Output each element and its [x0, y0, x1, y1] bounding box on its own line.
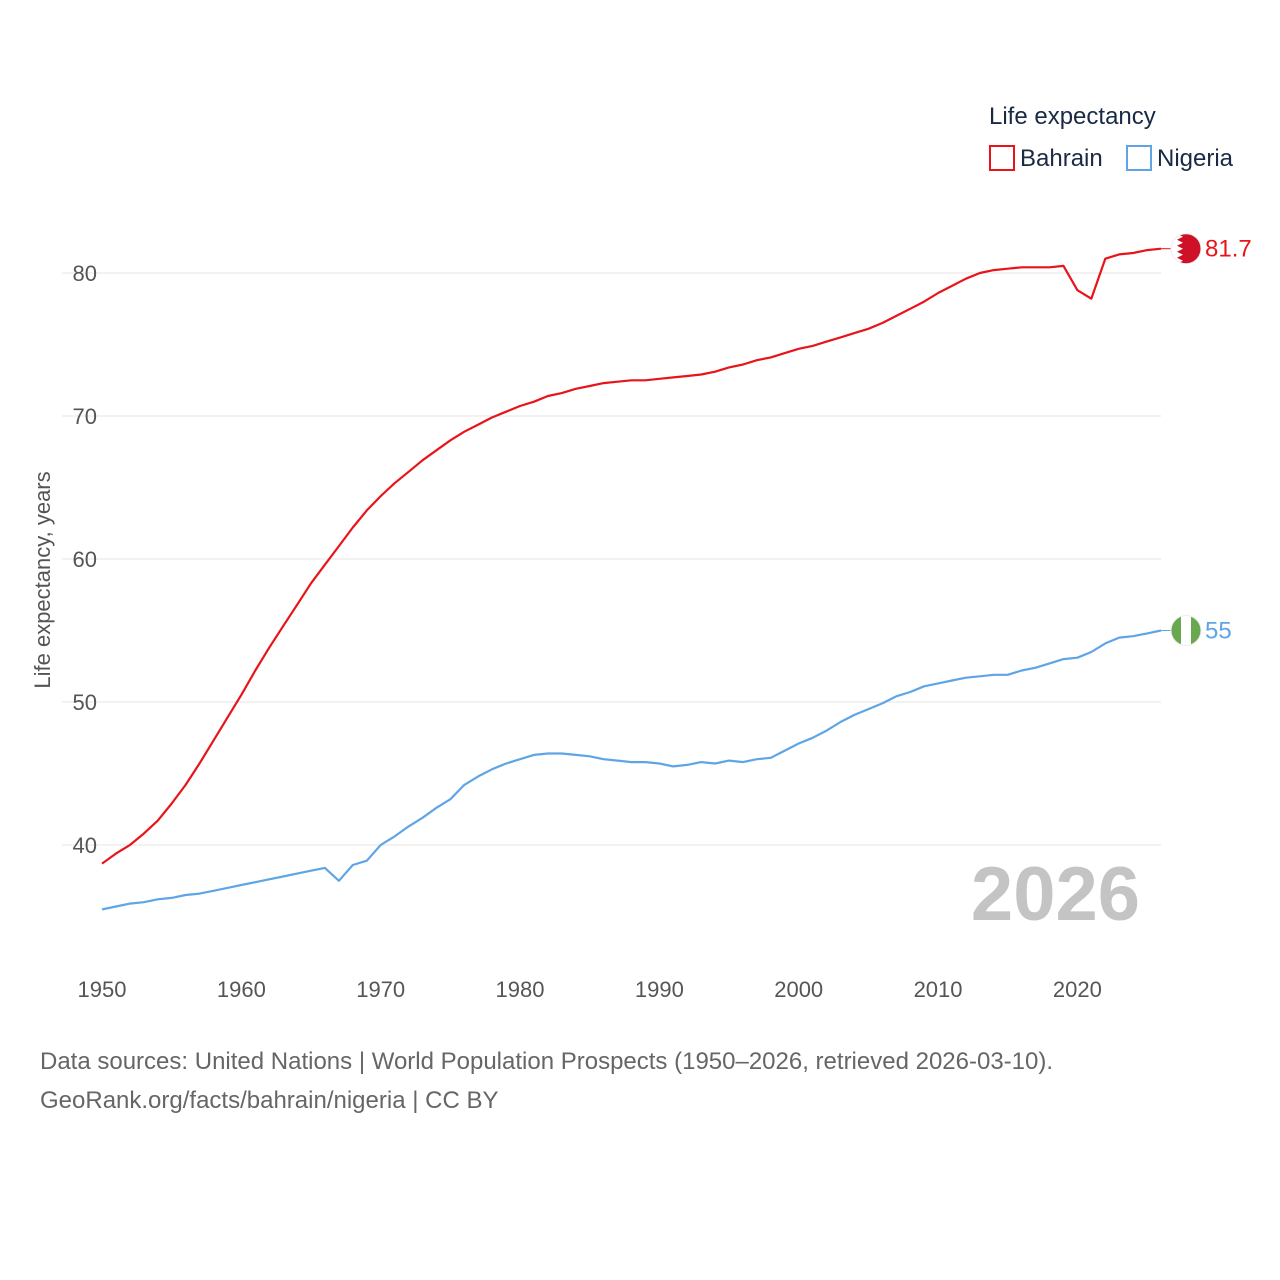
bahrain-flag [1170, 233, 1202, 265]
legend: Life expectancy Bahrain Nigeria [989, 103, 1234, 172]
x-tick-label-2000: 2000 [774, 977, 823, 1002]
series-line-nigeria [101, 629, 1162, 911]
x-tick-label-1990: 1990 [635, 977, 684, 1002]
source-line-link[interactable]: GeoRank.org/facts/bahrain/nigeria | CC B… [40, 1087, 499, 1114]
y-axis-title: Life expectancy, years [30, 471, 55, 688]
end-markers: 81.7 55 [1161, 233, 1252, 646]
y-tick-label-40: 40 [73, 833, 97, 858]
legend-item-bahrain[interactable]: Bahrain [989, 145, 1103, 172]
legend-swatch-nigeria [1126, 145, 1152, 171]
end-label-bahrain: 81.7 [1205, 236, 1252, 263]
y-tick-label-70: 70 [73, 404, 97, 429]
x-tick-label-2010: 2010 [914, 977, 963, 1002]
y-tick-label-80: 80 [73, 261, 97, 286]
end-label-nigeria: 55 [1205, 618, 1232, 645]
x-tick-label-1970: 1970 [356, 977, 405, 1002]
series-lines [101, 247, 1162, 911]
y-tick-label-60: 60 [73, 547, 97, 572]
legend-label-nigeria: Nigeria [1157, 145, 1234, 172]
y-axis-ticks: 40 50 60 70 80 [73, 261, 97, 858]
nigeria-flag [1170, 615, 1202, 646]
legend-title: Life expectancy [989, 103, 1156, 130]
x-tick-label-1950: 1950 [78, 977, 127, 1002]
x-tick-label-1980: 1980 [496, 977, 545, 1002]
legend-swatch-bahrain [989, 145, 1015, 171]
source-line-data: Data sources: United Nations | World Pop… [40, 1048, 1054, 1075]
year-watermark: 2026 [971, 852, 1140, 937]
y-tick-label-50: 50 [73, 690, 97, 715]
x-axis-ticks: 1950 1960 1970 1980 1990 2000 2010 2020 [78, 977, 1102, 1002]
x-tick-label-2020: 2020 [1053, 977, 1102, 1002]
legend-label-bahrain: Bahrain [1020, 145, 1103, 172]
series-line-bahrain [101, 247, 1162, 865]
grid-lines [62, 272, 1161, 846]
source-note: Data sources: United Nations | World Pop… [40, 1042, 1240, 1120]
x-tick-label-1960: 1960 [217, 977, 266, 1002]
legend-item-nigeria[interactable]: Nigeria [1126, 145, 1234, 172]
